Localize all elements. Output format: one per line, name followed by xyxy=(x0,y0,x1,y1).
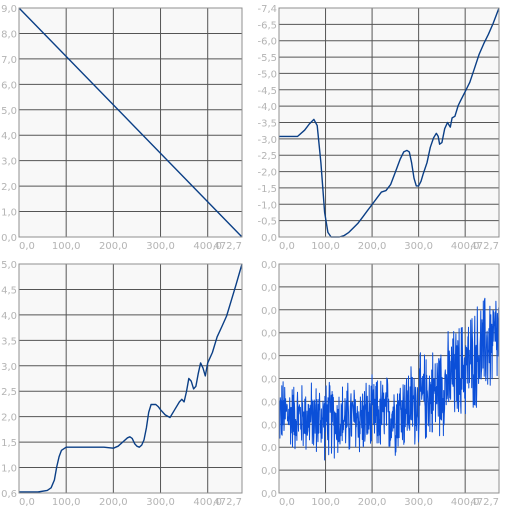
y-tick-label: 3,0 xyxy=(1,362,17,373)
y-tick-label: 2,0 xyxy=(1,413,17,424)
y-tick-label: 1,5 xyxy=(1,438,17,449)
x-tick-label: 472,7 xyxy=(470,241,499,252)
y-tick-label: 2,0 xyxy=(1,182,17,193)
y-tick-label: -4,5 xyxy=(257,86,277,97)
x-tick-label: 400,0 xyxy=(193,241,222,252)
y-tick-label: 0,0 xyxy=(261,420,277,431)
x-tick-label: 400,0 xyxy=(193,497,222,508)
x-tick-label: 0,0 xyxy=(279,241,295,252)
x-tick-label: 300,0 xyxy=(146,241,175,252)
x-tick-label: 200,0 xyxy=(358,497,387,508)
y-tick-label: 0,0 xyxy=(261,306,277,317)
y-tick-label: -1,0 xyxy=(257,200,277,211)
y-tick-label: 6,0 xyxy=(1,80,17,91)
plot-area xyxy=(19,264,242,493)
y-tick-label: -5,0 xyxy=(257,69,277,80)
x-tick-label: 472,7 xyxy=(213,497,242,508)
series-line xyxy=(278,297,500,461)
y-tick-label: 9,0 xyxy=(1,4,17,15)
x-tick-label: 100,0 xyxy=(311,241,340,252)
y-tick-label: -3,5 xyxy=(257,119,277,130)
chart-4: 0,0 100,0 200,0 300,0 400,0472,70,00,00,00,0… xyxy=(261,260,500,508)
y-tick-label: 2,5 xyxy=(1,387,17,398)
y-tick-label: -2,0 xyxy=(257,168,277,179)
y-tick-label: 0,0 xyxy=(261,260,277,271)
x-tick-label: 400,0 xyxy=(451,241,480,252)
y-tick-label: 0,0 xyxy=(261,352,277,363)
x-tick-label: 200,0 xyxy=(99,241,128,252)
y-tick-label: 5,0 xyxy=(1,106,17,117)
y-tick-label: 0,0 xyxy=(261,443,277,454)
x-tick-label: 200,0 xyxy=(358,241,387,252)
y-tick-label: -0,5 xyxy=(257,217,277,228)
y-tick-label: -6,5 xyxy=(257,20,277,31)
y-tick-label: 0,0 xyxy=(261,489,277,500)
y-tick-label: -1,5 xyxy=(257,184,277,195)
plot-frame xyxy=(278,263,500,494)
y-tick-label: 1,0 xyxy=(1,208,17,219)
x-tick-label: 472,7 xyxy=(470,497,499,508)
x-tick-label: 300,0 xyxy=(404,241,433,252)
x-tick-label: 300,0 xyxy=(146,497,175,508)
y-tick-label: 0,0 xyxy=(261,233,277,244)
x-tick-label: 400,0 xyxy=(451,497,480,508)
y-tick-label: 0,0 xyxy=(261,375,277,386)
y-tick-label: -3,0 xyxy=(257,135,277,146)
y-tick-label: 7,0 xyxy=(1,55,17,66)
x-tick-label: 100,0 xyxy=(311,497,340,508)
y-tick-label: 0,0 xyxy=(1,233,17,244)
series-line xyxy=(18,7,243,238)
y-tick-label: -7,4 xyxy=(257,4,277,15)
series-line xyxy=(19,263,243,493)
y-tick-label: 1,0 xyxy=(1,464,17,475)
plot-frame xyxy=(278,7,500,238)
y-tick-label: 5,0 xyxy=(1,260,17,271)
y-tick-label: 4,0 xyxy=(1,131,17,142)
y-tick-label: 3,5 xyxy=(1,336,17,347)
x-tick-label: 100,0 xyxy=(52,241,81,252)
y-tick-label: -6,0 xyxy=(257,37,277,48)
plot-frame xyxy=(18,7,243,238)
x-tick-label: 0,0 xyxy=(19,497,35,508)
y-tick-label: 0,0 xyxy=(261,466,277,477)
x-tick-label: 300,0 xyxy=(404,497,433,508)
y-tick-label: -4,0 xyxy=(257,102,277,113)
x-tick-label: 472,7 xyxy=(213,241,242,252)
y-tick-label: 0,0 xyxy=(261,283,277,294)
y-tick-label: 0,6 xyxy=(1,489,17,500)
x-tick-label: 0,0 xyxy=(279,497,295,508)
y-tick-label: 4,0 xyxy=(1,311,17,322)
x-tick-label: 200,0 xyxy=(99,497,128,508)
y-tick-label: -2,5 xyxy=(257,151,277,162)
plot-frame xyxy=(18,263,243,494)
series-line xyxy=(279,7,500,238)
y-tick-label: 0,0 xyxy=(261,329,277,340)
x-tick-label: 0,0 xyxy=(19,241,35,252)
y-tick-label: 8,0 xyxy=(1,29,17,40)
y-tick-label: 0,0 xyxy=(261,397,277,408)
x-tick-label: 100,0 xyxy=(52,497,81,508)
y-tick-label: 4,5 xyxy=(1,285,17,296)
y-tick-label: 3,0 xyxy=(1,157,17,168)
y-tick-label: -5,5 xyxy=(257,53,277,64)
